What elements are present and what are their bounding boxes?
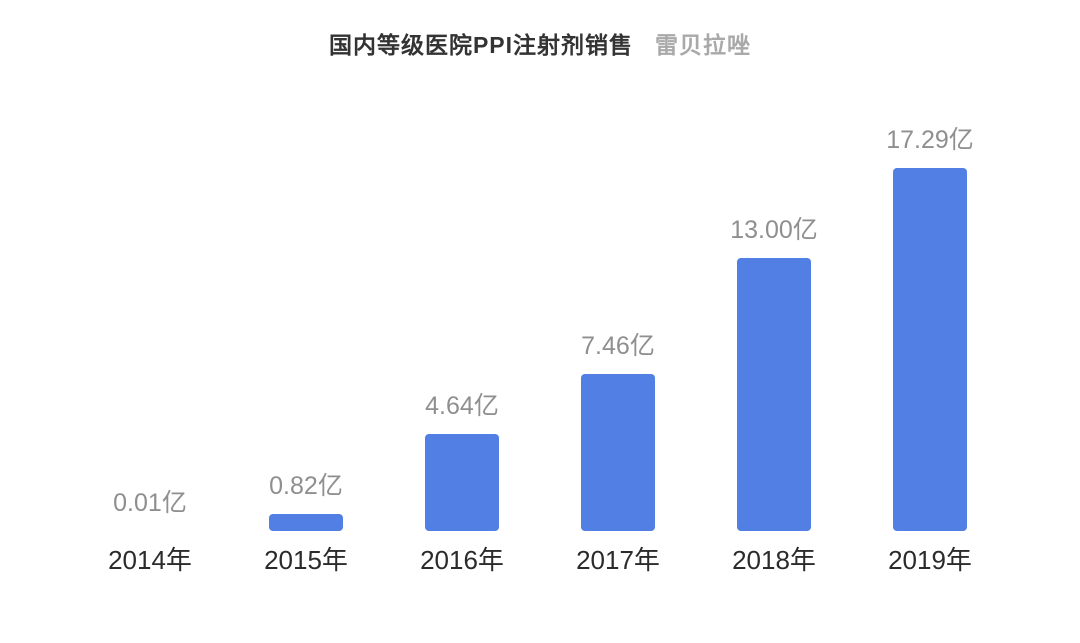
chart-subtitle: 雷贝拉唑 (655, 32, 752, 58)
value-label: 17.29亿 (886, 126, 974, 154)
chart-header: 国内等级医院PPI注射剂销售 雷贝拉唑 (0, 26, 1080, 60)
bar-column-2019年: 17.29亿 2019年 (852, 125, 1008, 575)
category-label: 2018年 (732, 545, 816, 575)
value-label: 4.64亿 (425, 392, 499, 420)
bar-column-2018年: 13.00亿 2018年 (696, 215, 852, 575)
bar (581, 374, 655, 531)
bar-chart: 0.01亿 2014年 0.82亿 2015年 4.64亿 2016年 7.46亿 2017年… (72, 0, 1008, 575)
bar (893, 168, 967, 531)
value-label: 13.00亿 (730, 216, 818, 244)
value-label: 0.01亿 (113, 489, 187, 517)
category-label: 2015年 (264, 545, 348, 575)
bar-column-2017年: 7.46亿 2017年 (540, 331, 696, 575)
value-label: 0.82亿 (269, 472, 343, 500)
bar (425, 434, 499, 531)
bar (269, 514, 343, 531)
category-label: 2019年 (888, 545, 972, 575)
category-label: 2016年 (420, 545, 504, 575)
bar-column-2015年: 0.82亿 2015年 (228, 471, 384, 575)
bar-column-2014年: 0.01亿 2014年 (72, 488, 228, 575)
bar (737, 258, 811, 531)
value-label: 7.46亿 (581, 332, 655, 360)
bar-column-2016年: 4.64亿 2016年 (384, 391, 540, 575)
category-label: 2014年 (108, 545, 192, 575)
category-label: 2017年 (576, 545, 660, 575)
chart-title: 国内等级医院PPI注射剂销售 (328, 32, 634, 58)
